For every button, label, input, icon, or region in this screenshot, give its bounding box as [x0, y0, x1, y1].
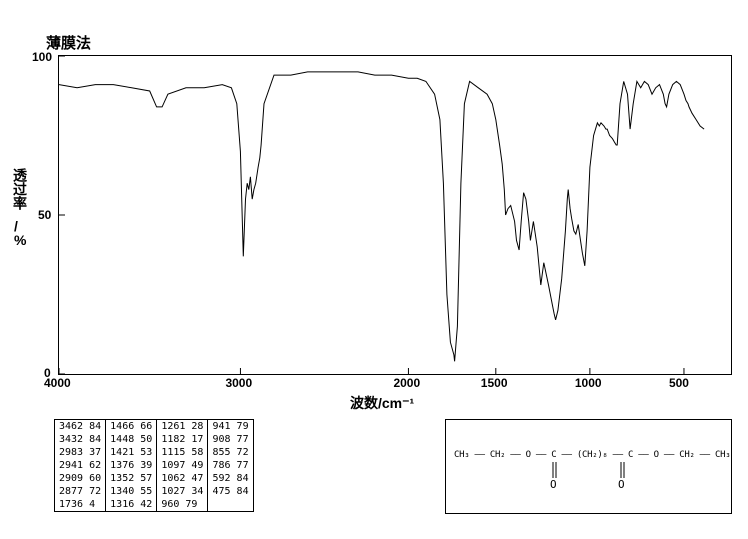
peak-cell: 592 84 — [208, 472, 253, 485]
xtick-500: 500 — [669, 376, 689, 390]
molecule-bonds — [446, 420, 731, 513]
table-row: 3432 841448 501182 17 908 77 — [55, 433, 254, 446]
chart-title: 薄膜法 — [46, 32, 91, 53]
peak-cell: 855 72 — [208, 446, 253, 459]
peak-cell: 1352 57 — [106, 472, 157, 485]
table-row: 3462 841466 661261 28 941 79 — [55, 420, 254, 434]
peak-cell: 786 77 — [208, 459, 253, 472]
peak-cell: 1736 4 — [55, 498, 106, 512]
peak-cell: 908 77 — [208, 433, 253, 446]
ytick-50: 50 — [38, 208, 51, 222]
peak-cell: 2877 72 — [55, 485, 106, 498]
xtick-3000: 3000 — [225, 376, 252, 390]
peak-table: 3462 841466 661261 28 941 793432 841448 … — [54, 419, 254, 512]
ytick-100: 100 — [32, 50, 52, 64]
molecule-box: CH₃ —— CH₂ —— O —— C —— (CH₂)₈ —— C —— O… — [445, 419, 732, 514]
peak-cell: 2983 37 — [55, 446, 106, 459]
peak-cell: 1027 34 — [157, 485, 208, 498]
molecule-oxygen-1: O — [550, 478, 557, 491]
table-row: 2983 371421 531115 58 855 72 — [55, 446, 254, 459]
peak-cell: 1261 28 — [157, 420, 208, 434]
peak-cell: 1340 55 — [106, 485, 157, 498]
peak-cell: 1448 50 — [106, 433, 157, 446]
xtick-1000: 1000 — [575, 376, 602, 390]
xtick-4000: 4000 — [44, 376, 71, 390]
molecule-oxygen-2: O — [618, 478, 625, 491]
table-row: 2941 621376 391097 49 786 77 — [55, 459, 254, 472]
peak-cell — [208, 498, 253, 512]
table-row: 1736 41316 42 960 79 — [55, 498, 254, 512]
peak-cell: 960 79 — [157, 498, 208, 512]
peak-cell: 3462 84 — [55, 420, 106, 434]
peak-cell: 1376 39 — [106, 459, 157, 472]
peak-cell: 1421 53 — [106, 446, 157, 459]
peak-cell: 941 79 — [208, 420, 253, 434]
peak-cell: 475 84 — [208, 485, 253, 498]
x-axis-label: 波数/cm⁻¹ — [350, 393, 414, 413]
peak-cell: 1182 17 — [157, 433, 208, 446]
peak-cell: 1466 66 — [106, 420, 157, 434]
spectrum-chart — [58, 55, 732, 375]
peak-cell: 1062 47 — [157, 472, 208, 485]
peak-cell: 3432 84 — [55, 433, 106, 446]
y-axis-label: 透过率 — [10, 168, 30, 210]
xtick-2000: 2000 — [393, 376, 420, 390]
table-row: 2877 721340 551027 34 475 84 — [55, 485, 254, 498]
peak-cell: 1115 58 — [157, 446, 208, 459]
peak-cell: 2941 62 — [55, 459, 106, 472]
peak-cell: 2909 60 — [55, 472, 106, 485]
xtick-1500: 1500 — [481, 376, 508, 390]
peak-cell: 1316 42 — [106, 498, 157, 512]
peak-cell: 1097 49 — [157, 459, 208, 472]
y-axis-percent: % — [14, 232, 26, 248]
table-row: 2909 601352 571062 47 592 84 — [55, 472, 254, 485]
